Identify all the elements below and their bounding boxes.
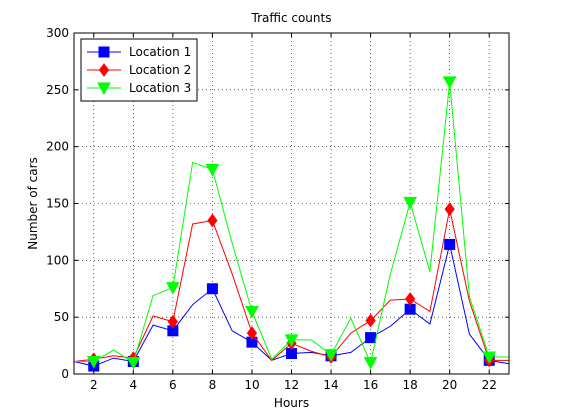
data-point-location-2 [167,314,178,329]
y-tick-label: 100 [46,253,69,267]
data-point-location-2 [405,292,416,306]
x-tick-label: 20 [442,378,457,392]
data-point-location-3 [126,357,141,370]
x-tick-label: 22 [482,378,497,392]
data-point-location-3 [324,349,338,362]
data-point-location-1 [365,332,377,344]
x-tick-label: 10 [244,378,259,392]
data-point-location-3 [284,334,299,347]
data-point-location-3 [205,163,220,177]
y-tick-label: 150 [46,197,69,211]
chart-title: Traffic counts [251,11,332,25]
data-point-location-2 [365,313,376,328]
legend-label-location-2: Location 2 [129,63,191,77]
data-point-location-3 [363,357,378,370]
data-point-location-1 [206,283,218,295]
data-point-location-2 [207,213,218,228]
legend-label-location-3: Location 3 [129,81,191,95]
legend-marker-location-3 [97,82,111,96]
y-tick-label: 50 [54,310,69,324]
data-point-location-1 [444,238,456,250]
x-tick-label: 6 [169,378,177,392]
legend-label-location-1: Location 1 [129,45,191,59]
x-tick-label: 18 [402,378,417,392]
x-tick-label: 16 [363,378,378,392]
x-tick-label: 14 [323,378,338,392]
data-point-location-3 [86,355,101,369]
y-tick-label: 250 [46,83,69,97]
legend-marker-location-2 [98,63,110,77]
legend-marker-location-1 [98,46,110,58]
data-point-location-2 [246,326,258,340]
y-tick-label: 300 [46,26,69,40]
data-point-location-3 [166,282,180,295]
data-point-location-3 [403,196,417,210]
y-tick-label: 200 [46,140,69,154]
x-tick-label: 12 [284,378,299,392]
y-axis-label: Number of cars [26,157,40,250]
legend: Location 1 Location 2 Location 3 [80,38,198,102]
data-point-location-2 [444,202,455,217]
x-axis-label: Hours [274,396,309,410]
y-tick-label: 0 [61,367,69,381]
x-tick-label: 4 [129,378,137,392]
ticks: 2 4 6 8 10 12 14 16 18 20 22 0 50 100 150 200 250 300 [46,26,509,392]
data-point-location-3 [442,76,457,89]
series-layer [73,76,510,372]
x-tick-label: 8 [209,378,217,392]
x-tick-label: 2 [90,378,98,392]
data-point-location-3 [482,351,497,364]
data-point-location-3 [245,305,259,319]
